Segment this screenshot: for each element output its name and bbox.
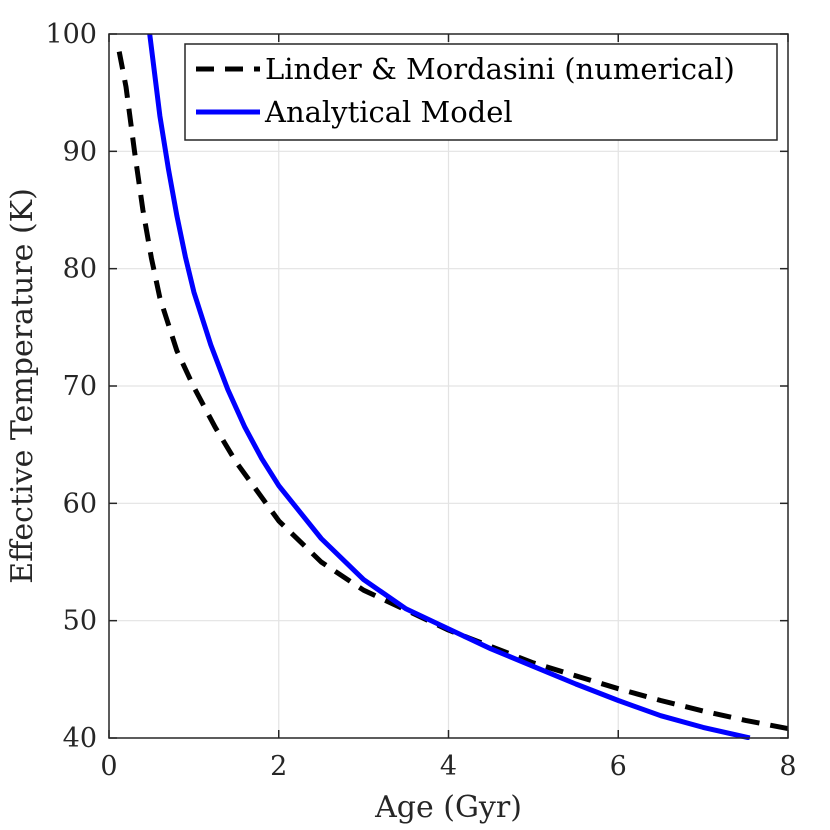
legend-label-analytical: Analytical Model xyxy=(264,95,513,129)
grid xyxy=(109,34,788,738)
y-tick-label: 50 xyxy=(63,606,97,637)
y-tick-label: 90 xyxy=(63,136,97,167)
x-tick-label: 8 xyxy=(779,751,796,782)
series-line-numerical xyxy=(116,51,789,732)
legend: Linder & Mordasini (numerical) Analytica… xyxy=(184,43,778,141)
series-line-analytical xyxy=(147,33,751,740)
y-tick-label: 100 xyxy=(45,19,97,50)
x-axis-label: Age (Gyr) xyxy=(374,790,522,825)
ticks: 0 2 4 6 8 40 50 60 70 80 90 100 xyxy=(45,19,796,782)
y-tick-label: 60 xyxy=(63,488,97,519)
x-tick-label: 2 xyxy=(270,751,287,782)
y-tick-label: 80 xyxy=(63,254,97,285)
y-tick-label: 70 xyxy=(63,371,97,402)
y-tick-label: 40 xyxy=(63,723,97,754)
x-tick-label: 6 xyxy=(610,751,627,782)
legend-box xyxy=(184,43,778,141)
x-tick-label: 4 xyxy=(440,751,457,782)
x-tick-label: 0 xyxy=(100,751,117,782)
legend-label-numerical: Linder & Mordasini (numerical) xyxy=(265,52,735,86)
series-layer xyxy=(116,33,789,740)
y-axis-label: Effective Temperature (K) xyxy=(5,188,40,584)
